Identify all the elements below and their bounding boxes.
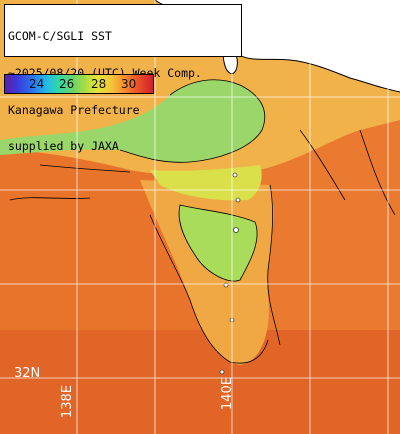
title-line-3: Kanagawa Prefecture xyxy=(8,102,140,117)
contour-line-3 xyxy=(149,214,269,364)
island xyxy=(233,227,239,233)
contour-line-6 xyxy=(9,164,131,201)
lon-label-140e: 140E xyxy=(220,376,235,410)
contour-line-4 xyxy=(267,184,281,346)
island xyxy=(232,172,238,178)
cool-coastal-region xyxy=(0,79,265,163)
title-line-4: supplied by JAXA xyxy=(8,139,119,154)
cool-central-patch xyxy=(179,205,258,282)
legend-tick-28: 28 xyxy=(91,77,107,91)
island xyxy=(219,369,225,375)
contour-line-1 xyxy=(119,79,266,163)
contour-line-2 xyxy=(178,204,258,282)
title-box: GCOM-C/SGLI SST ~2025/08/20 (UTC) Week C… xyxy=(4,4,242,152)
legend-tick-30: 30 xyxy=(121,77,137,91)
legend-tick-26: 26 xyxy=(59,77,75,91)
hot-sea-bottom xyxy=(0,330,400,434)
temperature-legend: 24 26 28 30 xyxy=(4,74,154,94)
island xyxy=(235,197,241,203)
lat-label-32n: 32N xyxy=(14,366,41,381)
lon-label-138e: 138E xyxy=(60,384,75,418)
title-line-1: GCOM-C/SGLI SST xyxy=(8,29,112,44)
contour-line-5 xyxy=(299,129,396,216)
boso-peninsula xyxy=(336,15,400,92)
legend-tick-24: 24 xyxy=(29,77,45,91)
